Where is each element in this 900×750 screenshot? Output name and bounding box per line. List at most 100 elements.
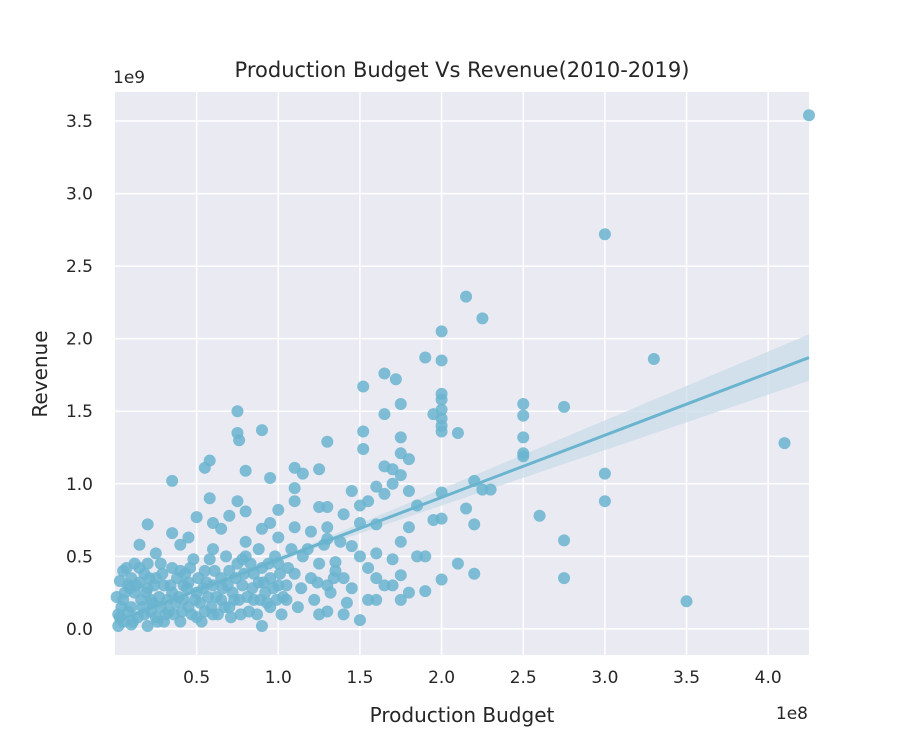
regression-line — [114, 356, 810, 624]
data-point — [203, 553, 216, 566]
data-point — [357, 442, 370, 455]
data-point — [340, 596, 353, 609]
data-point — [337, 508, 350, 521]
data-point — [257, 576, 270, 589]
y-tick-label: 2.0 — [66, 330, 93, 350]
data-point — [185, 608, 198, 621]
data-point — [389, 373, 402, 386]
data-point — [223, 509, 236, 522]
data-point — [275, 608, 288, 621]
data-point — [394, 469, 407, 482]
data-point — [244, 557, 257, 570]
data-point — [329, 556, 342, 569]
data-point — [321, 521, 334, 534]
data-point — [411, 550, 424, 563]
data-point — [778, 437, 791, 450]
data-point — [288, 495, 301, 508]
data-point — [370, 593, 383, 606]
data-point — [252, 543, 265, 556]
data-point — [218, 601, 231, 614]
data-point — [308, 593, 321, 606]
data-point — [115, 601, 128, 614]
data-point — [273, 567, 286, 580]
data-point — [159, 608, 172, 621]
y-axis-label: Revenue — [28, 330, 52, 417]
data-point — [345, 485, 358, 498]
data-point — [313, 608, 326, 621]
data-point — [277, 590, 290, 603]
data-point — [345, 540, 358, 553]
x-tick-label: 4.0 — [755, 668, 782, 688]
data-point — [255, 522, 268, 535]
data-point — [164, 579, 177, 592]
data-point — [598, 495, 611, 508]
data-point — [313, 557, 326, 570]
x-tick-label: 1.5 — [346, 668, 373, 688]
data-point — [241, 590, 254, 603]
data-point — [313, 463, 326, 476]
y-offset-label: 1e9 — [113, 68, 145, 88]
data-point — [208, 564, 221, 577]
data-point — [192, 572, 205, 585]
y-tick-label: 0.0 — [66, 620, 93, 640]
y-tick-labels: 0.0 0.5 1.0 1.5 2.0 2.5 3.0 3.5 — [66, 112, 93, 640]
data-point — [260, 596, 273, 609]
data-point — [141, 518, 154, 531]
data-point — [295, 582, 308, 595]
x-tick-labels: 0.5 1.0 1.5 2.0 2.5 3.0 3.5 4.0 — [183, 668, 782, 688]
y-tick-label: 3.0 — [66, 185, 93, 205]
y-tick-label: 0.5 — [66, 547, 93, 567]
data-point — [189, 593, 202, 606]
data-point — [394, 535, 407, 548]
data-point — [386, 553, 399, 566]
data-point — [120, 561, 133, 574]
data-point — [175, 605, 188, 618]
data-point — [345, 582, 358, 595]
data-point — [451, 426, 464, 439]
data-point — [206, 543, 219, 556]
data-point — [427, 514, 440, 527]
data-point — [517, 450, 530, 463]
data-point — [353, 614, 366, 627]
data-point — [598, 228, 611, 241]
data-point — [517, 409, 530, 422]
data-point — [378, 487, 391, 500]
data-point — [598, 467, 611, 480]
data-point — [141, 557, 154, 570]
y-tick-label: 3.5 — [66, 112, 93, 132]
data-point — [255, 424, 268, 437]
data-point — [166, 474, 179, 487]
regression-line-path — [114, 356, 810, 624]
data-point — [334, 535, 347, 548]
data-point — [394, 431, 407, 444]
data-point — [304, 525, 317, 538]
data-point — [166, 527, 179, 540]
x-tick-label: 2.5 — [510, 668, 537, 688]
data-points — [110, 109, 815, 632]
data-point — [357, 425, 370, 438]
data-point — [141, 619, 154, 632]
data-point — [313, 500, 326, 513]
data-point — [151, 615, 164, 628]
data-point — [402, 586, 415, 599]
x-tick-label: 3.0 — [591, 668, 618, 688]
data-point — [239, 464, 252, 477]
data-point — [143, 572, 156, 585]
y-tick-label: 1.0 — [66, 475, 93, 495]
data-point — [517, 431, 530, 444]
data-point — [296, 467, 309, 480]
data-point — [239, 535, 252, 548]
data-point — [255, 619, 268, 632]
data-point — [125, 601, 138, 614]
data-point — [451, 557, 464, 570]
data-point — [149, 547, 162, 560]
data-point — [558, 572, 571, 585]
data-point — [558, 400, 571, 413]
data-point — [435, 393, 448, 406]
data-point — [311, 576, 324, 589]
data-point — [126, 615, 139, 628]
data-point — [110, 590, 123, 603]
data-point — [517, 397, 530, 410]
data-point — [803, 109, 815, 122]
